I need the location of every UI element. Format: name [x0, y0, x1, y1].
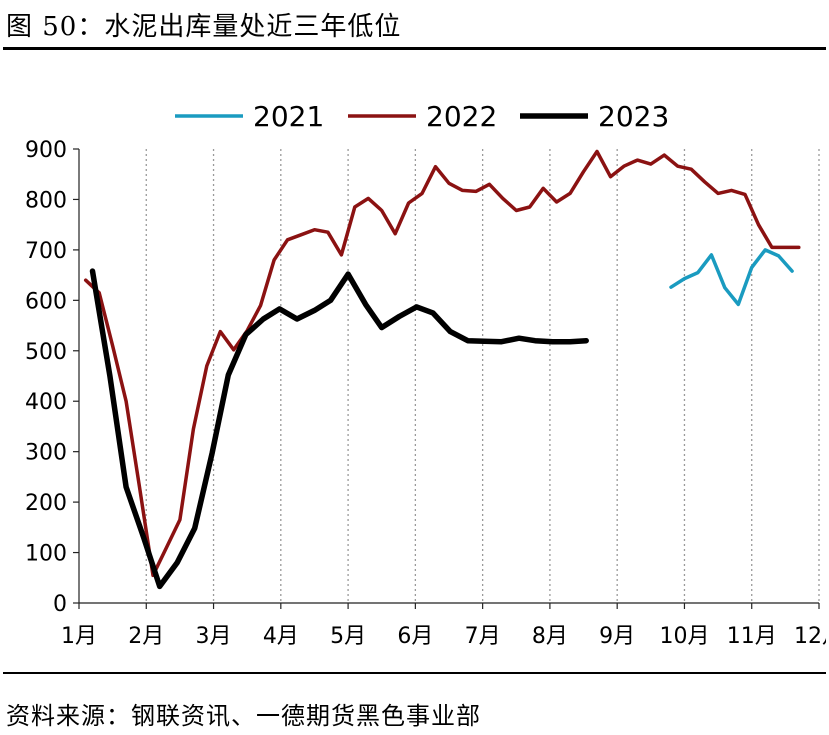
legend-label-2022: 2022 [426, 100, 497, 133]
x-tick-label: 4月 [263, 624, 299, 649]
y-tick-label: 300 [25, 441, 67, 466]
x-tick-label: 1月 [61, 624, 97, 649]
source-divider [3, 672, 826, 674]
y-tick-label: 800 [25, 188, 67, 213]
series-line-2023 [89, 268, 589, 590]
source-note: 资料来源：钢联资讯、一德期货黑色事业部 [6, 702, 481, 730]
x-tick-label: 12月 [794, 624, 826, 649]
x-tick-label: 2月 [128, 624, 164, 649]
line-chart: 0 100 200 300 400 500 600 700 800 900 1月 2月 3月 4月 5月 6月… [25, 100, 829, 649]
axes: 0 100 200 300 400 500 600 700 800 900 1月 2月 3月 4月 5月 6月… [25, 138, 829, 649]
y-tick-label: 0 [53, 592, 67, 617]
legend-label-2023: 2023 [598, 100, 669, 133]
series-lines [83, 149, 801, 590]
x-tick-label: 9月 [599, 624, 635, 649]
y-tick-label: 100 [25, 542, 67, 567]
x-tick-label: 8月 [532, 624, 568, 649]
x-tick-label: 6月 [397, 624, 433, 649]
x-tick-label: 10月 [659, 624, 709, 649]
y-tick-label: 900 [25, 138, 67, 163]
chart-panel: 0 100 200 300 400 500 600 700 800 900 1月 2月 3月 4月 5月 6月… [3, 67, 829, 659]
legend: 2021 2022 2023 [175, 100, 669, 133]
x-tick-label: 5月 [330, 624, 366, 649]
y-tick-label: 600 [25, 289, 67, 314]
title-divider [3, 47, 826, 50]
y-tick-label: 700 [25, 239, 67, 264]
legend-label-2021: 2021 [253, 100, 324, 133]
series-line-2021 [669, 248, 794, 307]
x-tick-label: 7月 [465, 624, 501, 649]
vertical-gridlines [145, 149, 820, 603]
x-tick-label: 3月 [196, 624, 232, 649]
x-tick-label: 11月 [727, 624, 777, 649]
y-tick-label: 200 [25, 491, 67, 516]
series-line-2022 [83, 149, 801, 578]
y-tick-label: 500 [25, 340, 67, 365]
y-tick-label: 400 [25, 390, 67, 415]
figure-title: 图 50：水泥出库量处近三年低位 [6, 12, 402, 42]
